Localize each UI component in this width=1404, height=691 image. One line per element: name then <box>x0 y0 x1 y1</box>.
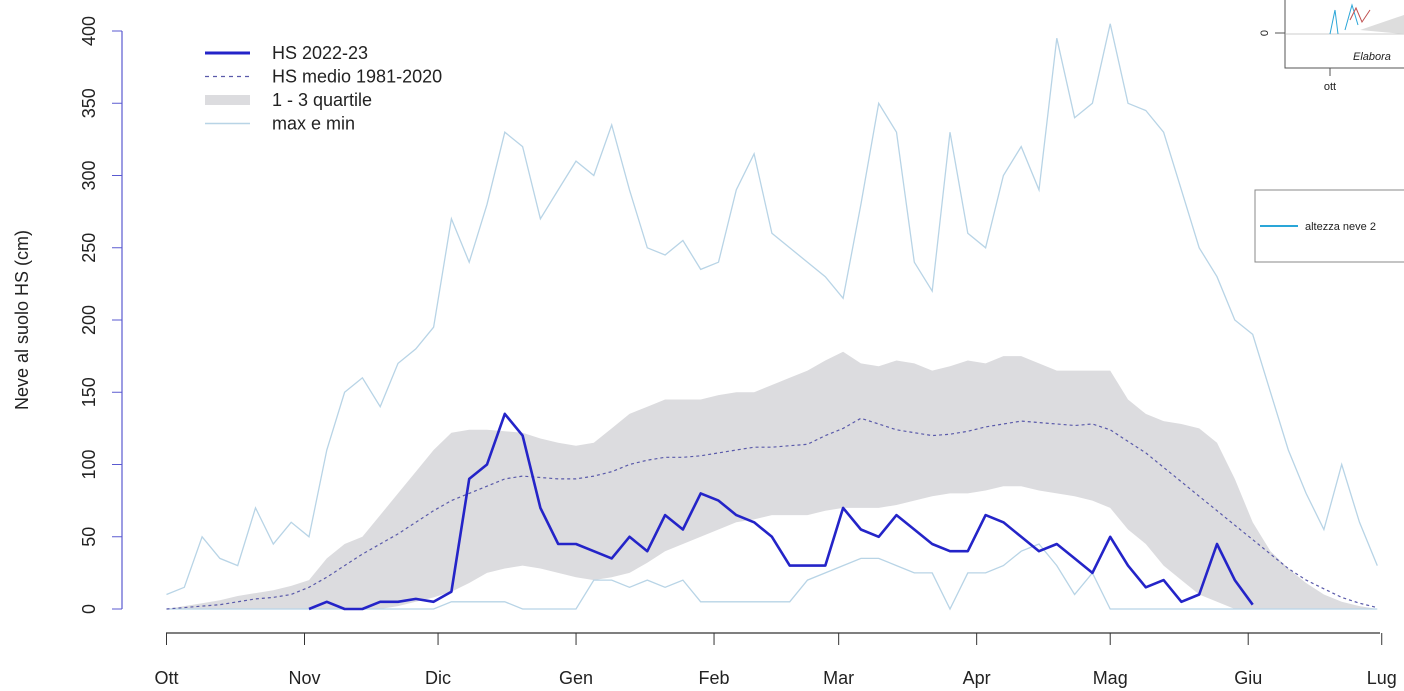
legend-label: 1 - 3 quartile <box>272 90 372 110</box>
inset-note: Elabora <box>1353 51 1391 63</box>
inset-curve <box>1329 3 1359 35</box>
y-tick-label: 400 <box>79 16 99 46</box>
inset: 0 ott Elabora altezza neve 2 <box>1254 0 1404 263</box>
x-tick-label: Ott <box>155 668 179 688</box>
x-tick-label: Lug <box>1367 668 1397 688</box>
season-line <box>308 412 1254 611</box>
x-tick-label: Mar <box>823 668 854 688</box>
x-tick-label: Dic <box>425 668 451 688</box>
max-line <box>166 23 1378 596</box>
legend-label: max e min <box>272 114 355 134</box>
inset-legend-label: altezza neve 2 <box>1305 221 1376 233</box>
x-tick-label: Gen <box>559 668 593 688</box>
y-tick-label: 100 <box>79 449 99 479</box>
y-axis-label: Neve al suolo HS (cm) <box>12 230 32 410</box>
mean-line <box>166 417 1378 610</box>
plot-area <box>166 23 1378 611</box>
y-tick-label: 150 <box>79 377 99 407</box>
legend-label: HS 2022-23 <box>272 43 368 63</box>
y-tick-label: 350 <box>79 88 99 118</box>
y-tick-label: 250 <box>79 233 99 263</box>
x-tick-label: Apr <box>963 668 991 688</box>
y-tick-label: 200 <box>79 305 99 335</box>
inset-y-tick: 0 <box>1259 30 1271 36</box>
y-tick-label: 50 <box>79 527 99 547</box>
quartile-band <box>166 351 1378 609</box>
inset-x-tick: ott <box>1324 81 1336 93</box>
min-line <box>166 543 1378 611</box>
y-tick-label: 0 <box>79 604 99 614</box>
x-tick-label: Mag <box>1093 668 1128 688</box>
legend-label: HS medio 1981-2020 <box>272 67 442 87</box>
x-tick-label: Nov <box>288 668 320 688</box>
legend: HS 2022-23 HS medio 1981-2020 1 - 3 quarti… <box>205 43 442 134</box>
inset-band <box>1360 15 1404 34</box>
y-tick-label: 300 <box>79 160 99 190</box>
x-tick-label: Feb <box>699 668 730 688</box>
x-tick-label: Giu <box>1234 668 1262 688</box>
inset-curve <box>1349 6 1371 24</box>
